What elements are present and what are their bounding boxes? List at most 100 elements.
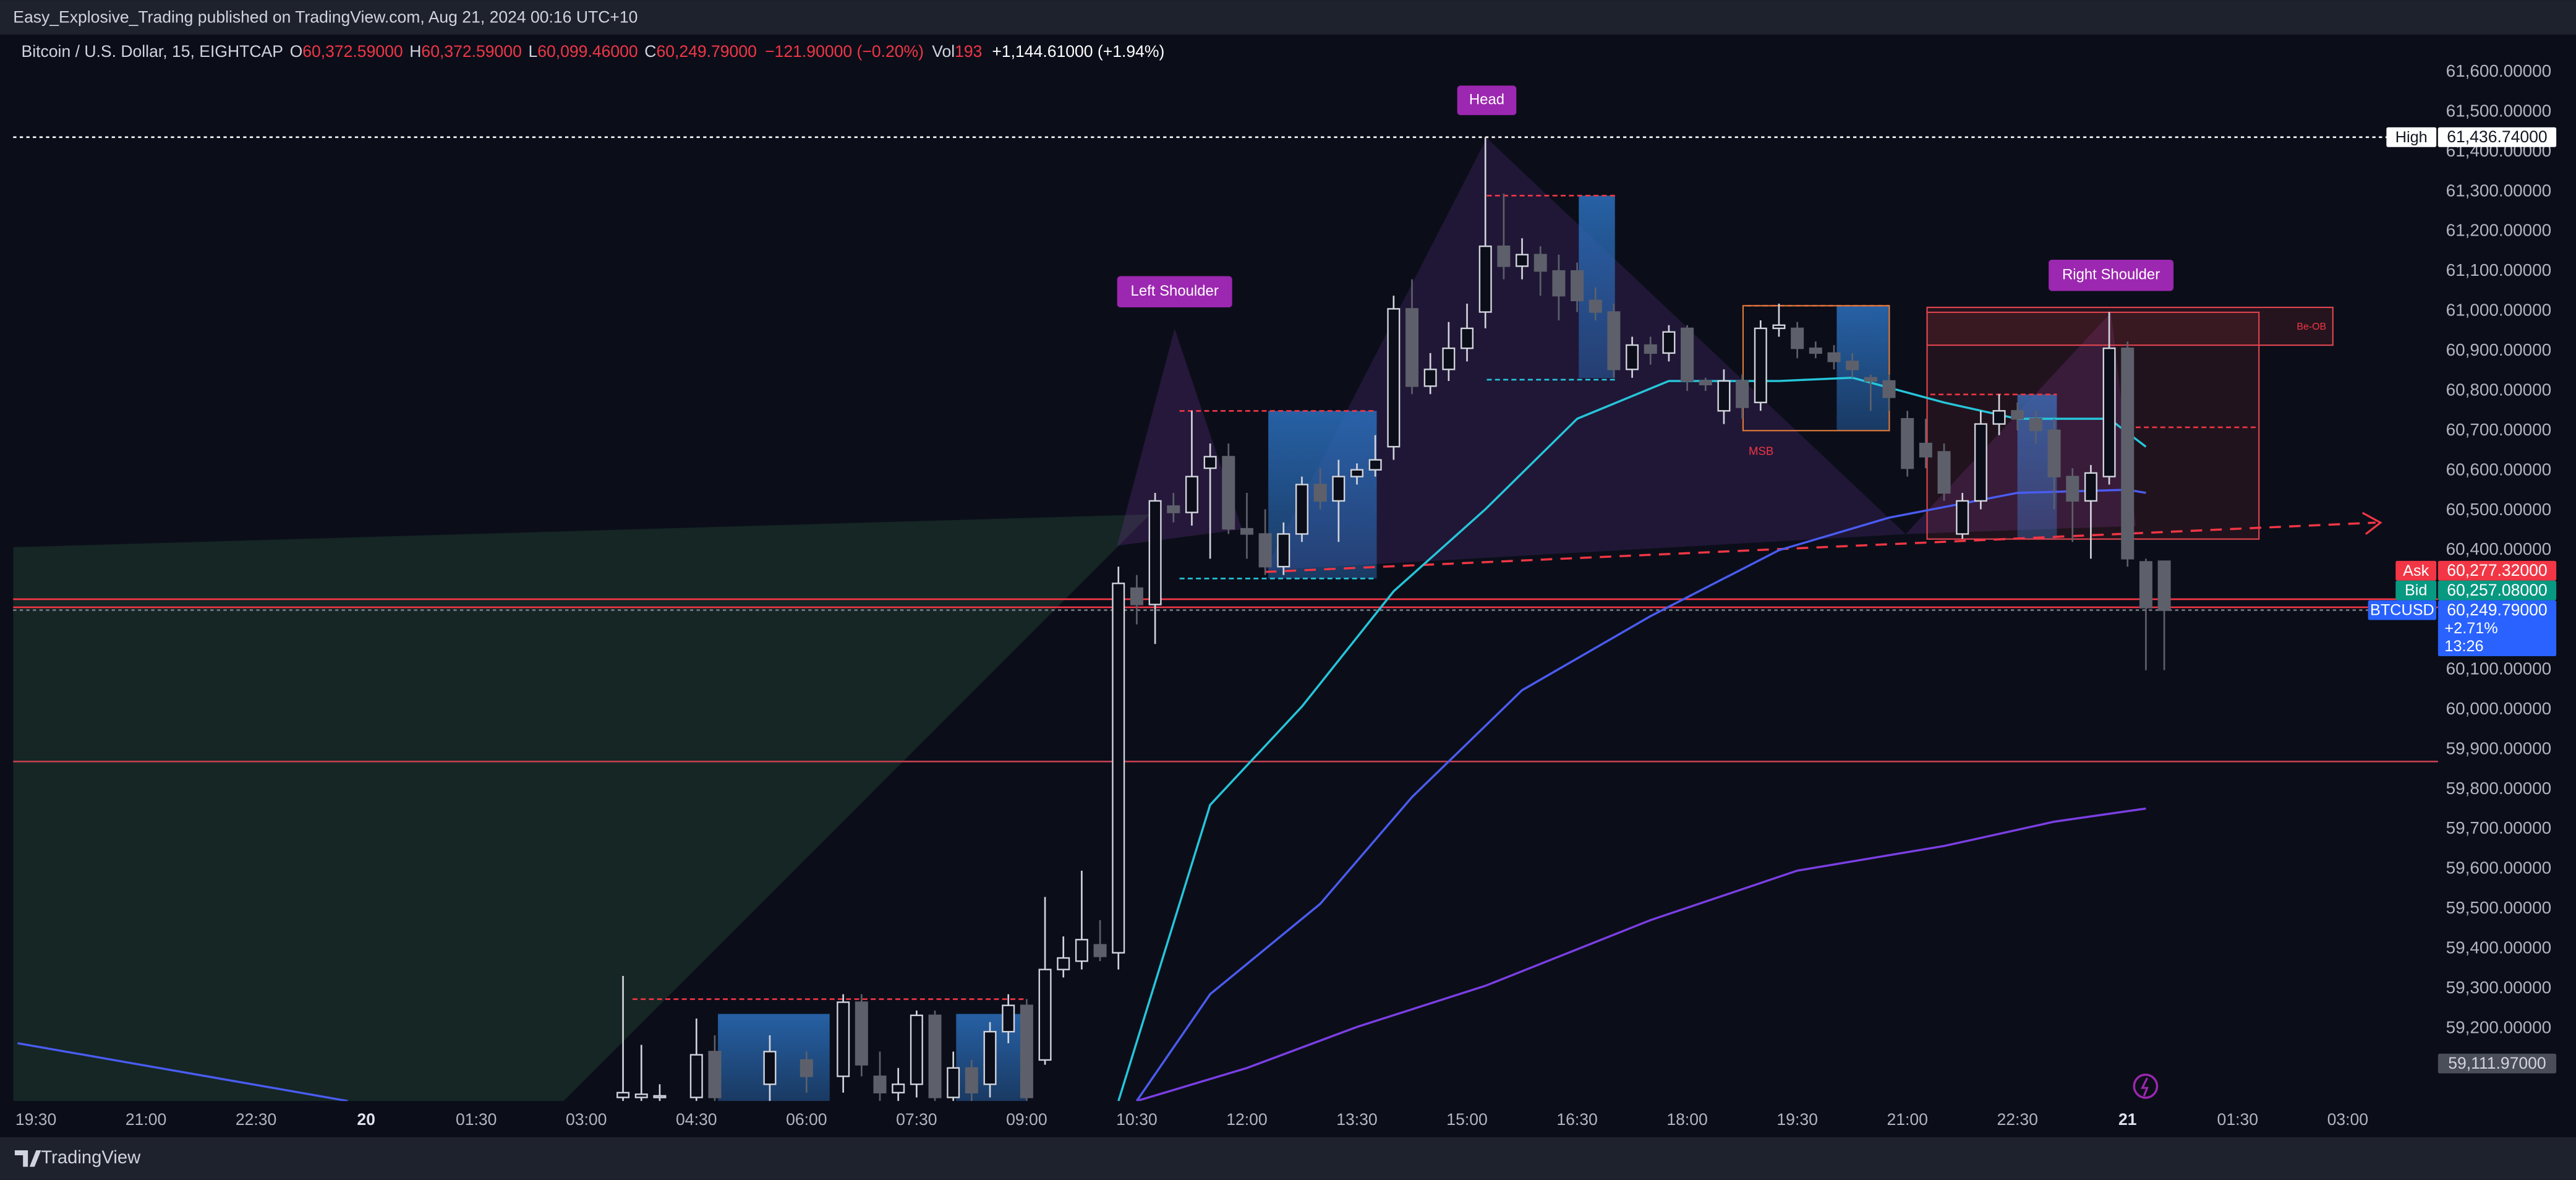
y-tick-label: 60,400.00000	[2446, 539, 2552, 558]
price-tag-name-box	[2368, 600, 2437, 620]
y-tick-label: 60,800.00000	[2446, 380, 2552, 399]
x-tick-label: 21:00	[126, 1110, 166, 1129]
candle-body	[1461, 327, 1474, 349]
candle-body	[1626, 344, 1639, 370]
y-tick-label: 60,500.00000	[2446, 500, 2552, 519]
candle-body	[1057, 957, 1070, 970]
candle-body	[1974, 423, 1987, 502]
candle-body	[1827, 352, 1841, 362]
y-tick-label: 61,300.00000	[2446, 181, 2552, 200]
x-tick-label: 01:30	[456, 1110, 497, 1129]
candle-body	[1882, 380, 1896, 398]
price-tag-label: 59,111.97000	[2448, 1054, 2546, 1072]
candle-body	[1717, 380, 1731, 412]
price-tag	[2437, 580, 2557, 601]
candle-body	[928, 1014, 942, 1098]
symbol: Bitcoin / U.S. Dollar, 15, EIGHTCAP	[22, 42, 283, 61]
candle-body	[2011, 410, 2024, 420]
candle-body	[708, 1051, 722, 1098]
ohlc-label: L	[528, 42, 537, 61]
x-tick-label: 21	[2118, 1110, 2137, 1129]
ohlc-label: O	[290, 42, 303, 61]
price-tag-name: BTCUSD	[2370, 602, 2434, 619]
candle-body	[1368, 459, 1382, 471]
x-tick-label: 16:30	[1556, 1110, 1597, 1129]
x-tick-label: 21:00	[1887, 1110, 1927, 1129]
x-tick-label: 22:30	[1997, 1110, 2038, 1129]
x-tick-label: 18:00	[1666, 1110, 1707, 1129]
candle-body	[1791, 327, 1804, 349]
y-tick-label: 61,100.00000	[2446, 260, 2552, 280]
x-tick-label: 13:30	[1336, 1110, 1377, 1129]
candle-body	[1350, 469, 1363, 477]
candle-body	[653, 1095, 667, 1098]
candle-body	[1313, 484, 1327, 502]
price-tag-label: 60,249.79000	[2447, 601, 2547, 619]
footer-bar	[0, 1137, 2576, 1180]
candle-body	[1222, 456, 1235, 530]
x-tick-label: 22:30	[236, 1110, 276, 1129]
y-tick-label: 60,100.00000	[2446, 659, 2552, 678]
candle-body	[1258, 533, 1272, 568]
candle-body	[1571, 270, 1584, 302]
y-tick-label: 61,200.00000	[2446, 221, 2552, 240]
candle-body	[837, 1001, 850, 1077]
price-tag	[2437, 560, 2557, 581]
annotation: Left Shoulder	[1131, 283, 1219, 299]
candle-body	[634, 1093, 648, 1098]
candle-body	[1846, 361, 1859, 370]
neckline	[1265, 521, 2376, 573]
candle-body	[1662, 331, 1676, 354]
candle-body	[1552, 270, 1566, 297]
candle-body	[2029, 417, 2042, 432]
candle-body	[2084, 472, 2097, 502]
candle-body	[855, 1001, 868, 1066]
price-tag-extra: 13:26	[2444, 638, 2483, 655]
price-tag-name: Bid	[2405, 582, 2427, 599]
candle-body	[1864, 377, 1877, 382]
x-tick-label: 06:00	[786, 1110, 827, 1129]
price-tag-name: High	[2395, 129, 2428, 146]
y-tick-label: 59,400.00000	[2446, 938, 2552, 957]
y-tick-label: 61,600.00000	[2446, 61, 2552, 80]
price-tags: 61,436.74000 High 60,277.32000 Ask 60,257.08…	[2368, 127, 2557, 1074]
x-tick-label: 09:00	[1006, 1110, 1047, 1129]
levels	[13, 136, 2438, 763]
candle-body	[1332, 476, 1346, 502]
price-tag-label: 61,436.74000	[2447, 127, 2547, 146]
price-tag-label: 60,257.08000	[2447, 581, 2547, 599]
alert-icon[interactable]	[2133, 1074, 2159, 1099]
y-tick-label: 59,700.00000	[2446, 818, 2552, 837]
y-tick-label: 60,900.00000	[2446, 340, 2552, 359]
candle-body	[1148, 500, 1162, 605]
x-tick-label: 01:30	[2217, 1110, 2258, 1129]
candle-body	[1901, 417, 1914, 469]
candle-body	[2066, 476, 2079, 502]
candle-body	[1478, 245, 1492, 313]
ohlc-label: C	[644, 42, 656, 61]
x-tick-label: 19:30	[15, 1110, 56, 1129]
candle-body	[1038, 968, 1052, 1061]
price-tag-label: 60,277.32000	[2447, 561, 2547, 579]
price-tag-name-box	[2395, 580, 2437, 601]
indicator-value: +1,144.61000 (+1.94%)	[992, 42, 1164, 61]
candle-body	[763, 1051, 777, 1085]
candle-body	[1020, 1004, 1033, 1098]
candle-body	[1075, 939, 1088, 962]
price-tag-extra: +2.71%	[2444, 620, 2497, 637]
annotation: Right Shoulder	[2062, 267, 2160, 283]
y-tick-label: 59,900.00000	[2446, 738, 2552, 758]
x-tick-label: 03:00	[566, 1110, 607, 1129]
candle-body	[1112, 583, 1125, 954]
y-tick-label: 59,300.00000	[2446, 978, 2552, 997]
candle-body	[2102, 347, 2116, 477]
candle-body	[1516, 254, 1529, 267]
candle-body	[1699, 380, 1712, 385]
ohlc-value: 60,249.79000	[656, 42, 756, 61]
candle-body	[1607, 311, 1621, 370]
candle-body	[689, 1054, 703, 1098]
candle-body	[1533, 254, 1547, 272]
label-box	[1457, 85, 1517, 116]
x-tick-label: 12:00	[1226, 1110, 1267, 1129]
